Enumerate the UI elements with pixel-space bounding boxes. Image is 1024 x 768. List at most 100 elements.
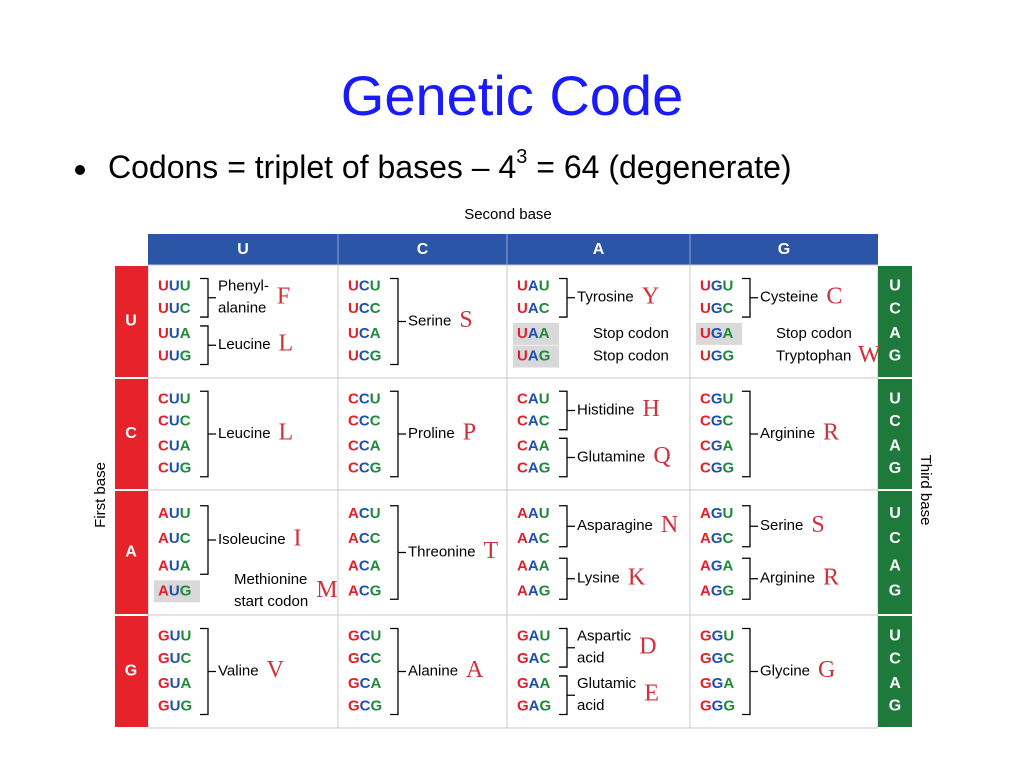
bullet-text: Codons = triplet of bases – 43 = 64 (deg… <box>108 146 792 185</box>
amino-acid-label: acid <box>577 697 605 714</box>
third-base: C <box>889 413 901 430</box>
codon: AGG <box>700 582 734 599</box>
codon: AUU <box>158 505 191 522</box>
amino-acid-label: Arginine <box>760 570 815 587</box>
column-header: C <box>417 241 429 258</box>
amino-acid-label: Tryptophan <box>776 347 851 364</box>
codon: CCU <box>348 390 381 407</box>
one-letter-code: L <box>279 420 294 446</box>
third-base-cell <box>878 491 912 614</box>
third-base: U <box>889 278 901 295</box>
amino-acid-label: alanine <box>218 300 266 317</box>
amino-acid-label: Stop codon <box>593 347 669 364</box>
third-base: G <box>889 348 901 365</box>
amino-acid-label: Histidine <box>577 401 635 418</box>
codon: GAG <box>517 697 551 714</box>
one-letter-code: Y <box>642 283 659 309</box>
one-letter-code: C <box>826 283 842 309</box>
third-base: G <box>889 460 901 477</box>
one-letter-code: M <box>316 577 337 603</box>
amino-acid-label: Proline <box>408 425 455 442</box>
codon: GCA <box>348 675 382 692</box>
bracket <box>390 277 406 366</box>
amino-acid-label: Tyrosine <box>577 289 634 306</box>
codon: GGA <box>700 675 734 692</box>
first-base: U <box>125 313 137 330</box>
amino-acid-label: Glutamine <box>577 448 645 465</box>
third-base: C <box>889 530 901 547</box>
third-base: A <box>889 675 901 692</box>
third-base: G <box>889 582 901 599</box>
one-letter-code: P <box>463 420 476 446</box>
codon-shade <box>513 345 559 368</box>
codon: CCA <box>348 437 381 454</box>
codon: UUC <box>158 300 191 317</box>
one-letter-code: I <box>294 526 302 552</box>
column-header: G <box>778 241 790 258</box>
amino-acid-label: Methionine <box>234 571 307 588</box>
bullet-part: Codons = triplet of bases – 4 <box>108 149 516 185</box>
codon: UUA <box>158 325 191 342</box>
codon-shade <box>696 322 742 345</box>
bracket <box>559 390 575 431</box>
codon: GCU <box>348 627 381 644</box>
bracket <box>559 277 575 318</box>
codon: CAU <box>517 390 550 407</box>
codon: GCC <box>348 650 382 667</box>
codon: UUG <box>158 347 191 364</box>
bracket <box>390 390 406 478</box>
codon: AAA <box>517 557 550 574</box>
codon: AUA <box>158 557 191 574</box>
codon: CUG <box>158 460 191 477</box>
codon: ACC <box>348 530 381 547</box>
codon: CUU <box>158 390 191 407</box>
amino-acid-label: acid <box>577 650 605 667</box>
codon: UAU <box>517 277 550 294</box>
first-base: A <box>125 544 137 561</box>
codon: AAU <box>517 505 550 522</box>
one-letter-code: E <box>644 681 659 707</box>
bracket <box>200 390 216 478</box>
codon: UAG <box>517 347 550 364</box>
third-base: C <box>889 300 901 317</box>
one-letter-code: G <box>818 657 835 683</box>
bracket <box>742 557 758 600</box>
one-letter-code: S <box>459 307 472 333</box>
bracket <box>200 325 216 366</box>
codon: AAG <box>517 582 550 599</box>
codon: CAA <box>517 437 550 454</box>
bracket <box>742 627 758 716</box>
codon: AGA <box>700 557 734 574</box>
first-base-label: First base <box>92 462 109 528</box>
one-letter-code: W <box>858 342 881 368</box>
codon: GUA <box>158 675 192 692</box>
amino-acid-label: Aspartic <box>577 628 632 645</box>
bracket <box>559 557 575 600</box>
bracket <box>559 437 575 478</box>
codon: UAA <box>517 325 550 342</box>
column-header: A <box>593 241 605 258</box>
bracket <box>742 277 758 318</box>
codon: CGC <box>700 413 734 430</box>
codon: CGG <box>700 460 734 477</box>
codon: UGG <box>700 347 734 364</box>
bullet-part: = 64 (degenerate) <box>527 149 791 185</box>
codon: UCG <box>348 347 381 364</box>
third-base: U <box>889 628 901 645</box>
third-base-cell <box>878 616 912 727</box>
one-letter-code: N <box>661 512 678 538</box>
amino-acid-label: Leucine <box>218 336 271 353</box>
codon: CGU <box>700 390 733 407</box>
bracket <box>390 627 406 716</box>
one-letter-code: S <box>811 512 824 538</box>
first-base-cell <box>115 379 148 489</box>
first-base-cell <box>115 616 148 727</box>
amino-acid-label: Serine <box>760 517 803 534</box>
codon: CUA <box>158 437 191 454</box>
codon: ACU <box>348 505 381 522</box>
first-base-cell <box>115 491 148 614</box>
codon: GAA <box>517 675 551 692</box>
codon: CAC <box>517 413 550 430</box>
bracket <box>200 627 216 716</box>
codon: UCC <box>348 300 381 317</box>
